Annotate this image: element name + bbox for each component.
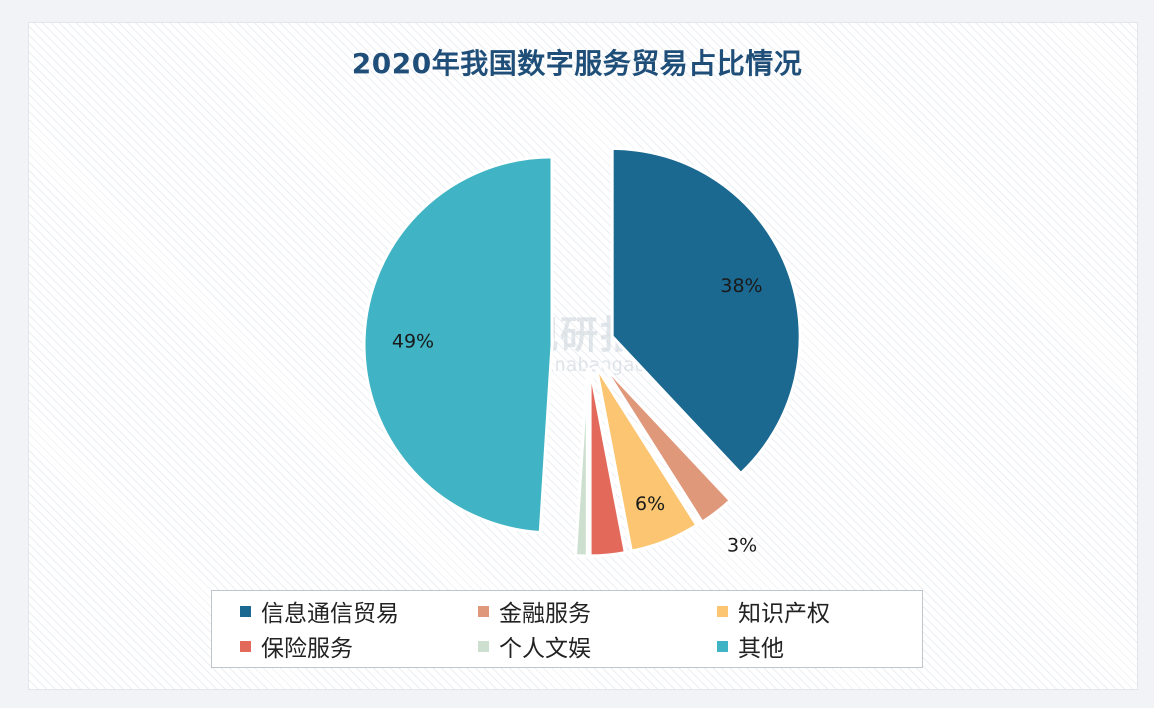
legend-label: 信息通信贸易 <box>261 601 399 627</box>
legend-label: 知识产权 <box>738 601 830 627</box>
legend-item-other: 其他 <box>717 631 784 662</box>
legend-item-info-comm: 信息通信贸易 <box>240 596 399 627</box>
legend-item-insurance: 保险服务 <box>240 631 353 662</box>
legend-label: 金融服务 <box>499 601 591 627</box>
legend: 信息通信贸易 金融服务 知识产权 保险服务 个人文娱 其他 <box>211 590 923 668</box>
slice-other <box>362 155 554 535</box>
data-label: 38% <box>720 275 762 297</box>
legend-swatch <box>240 640 251 652</box>
legend-swatch <box>478 640 489 652</box>
legend-label: 个人文娱 <box>499 636 591 662</box>
legend-swatch <box>478 605 489 617</box>
data-label: 3% <box>727 535 757 557</box>
slice-ip <box>594 365 699 553</box>
legend-label: 保险服务 <box>261 636 353 662</box>
legend-item-entertainment: 个人文娱 <box>478 631 591 662</box>
legend-label: 其他 <box>738 636 784 662</box>
slice-entertainment <box>573 367 589 558</box>
slice-info-comm <box>610 146 802 476</box>
chart-card <box>28 22 1138 690</box>
legend-item-finance: 金融服务 <box>478 596 591 627</box>
legend-swatch <box>240 605 251 617</box>
legend-swatch <box>717 605 728 617</box>
legend-item-ip: 知识产权 <box>717 596 830 627</box>
legend-swatch <box>717 640 728 652</box>
slice-finance <box>600 362 733 525</box>
data-label: 49% <box>392 331 434 353</box>
chart-title: 2020年我国数字服务贸易占比情况 <box>351 47 803 80</box>
slice-insurance <box>588 367 628 558</box>
data-label: 6% <box>635 493 665 515</box>
